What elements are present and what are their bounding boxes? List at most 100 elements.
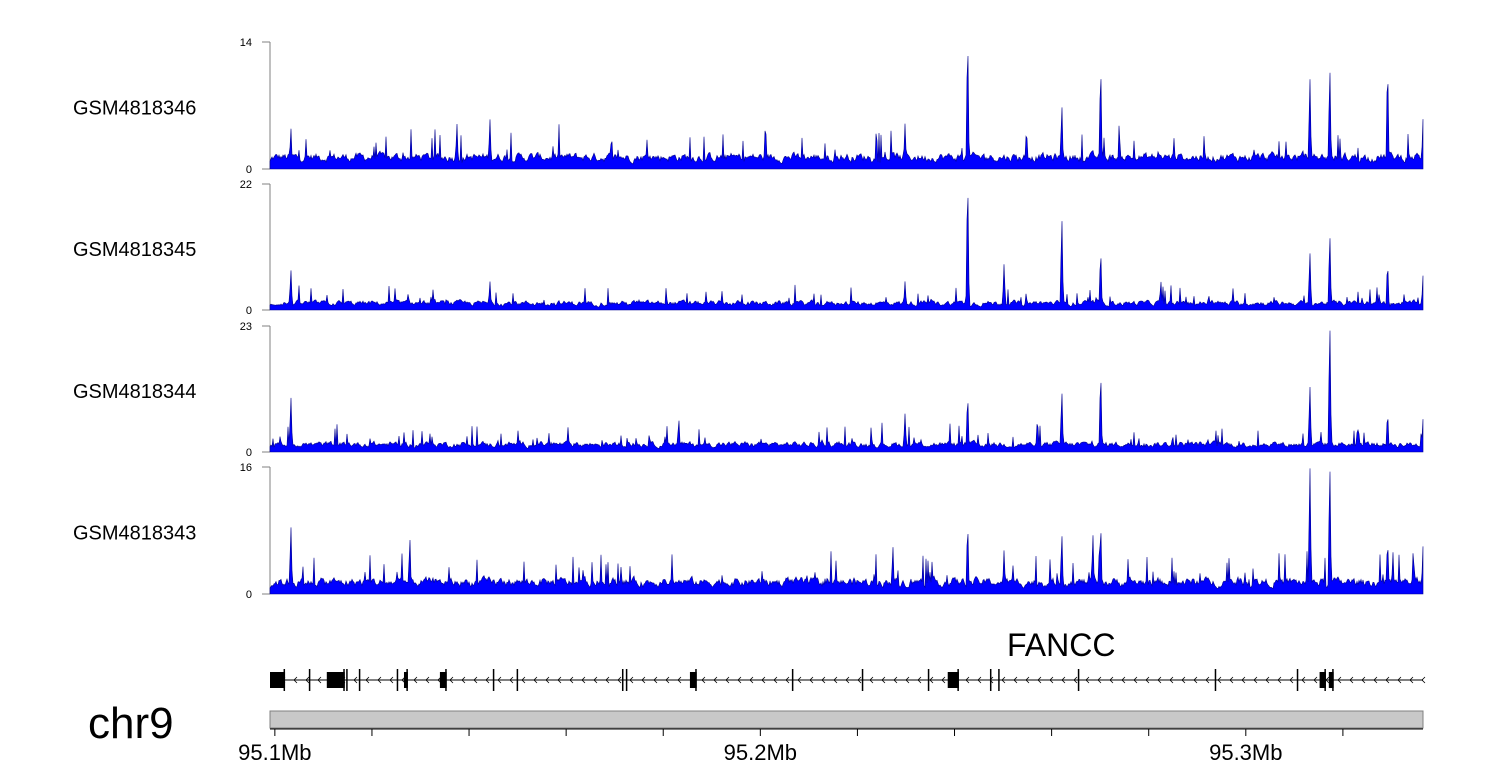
strand-arrow bbox=[929, 676, 934, 684]
strand-arrow bbox=[1361, 676, 1366, 684]
y-tick-label: 22 bbox=[240, 179, 252, 191]
strand-arrow bbox=[833, 676, 838, 684]
strand-arrow bbox=[665, 676, 670, 684]
signal-area bbox=[269, 468, 1424, 595]
ideogram-bar bbox=[269, 710, 1424, 729]
strand-arrow bbox=[569, 676, 574, 684]
exon bbox=[998, 669, 1000, 691]
strand-arrow bbox=[653, 676, 658, 684]
strand-arrow bbox=[497, 676, 502, 684]
exon bbox=[695, 669, 697, 691]
genome-axis: chr9 95.1Mb 95.2Mb 95.3Mb bbox=[88, 699, 1424, 765]
strand-arrow bbox=[1121, 676, 1126, 684]
strand-arrow bbox=[1349, 676, 1354, 684]
strand-arrow bbox=[773, 676, 778, 684]
strand-arrow bbox=[461, 676, 466, 684]
exon bbox=[957, 669, 959, 691]
exon bbox=[1214, 669, 1217, 691]
strand-arrow bbox=[965, 676, 970, 684]
strand-arrow bbox=[593, 676, 598, 684]
strand-arrow bbox=[353, 676, 358, 684]
exon bbox=[1296, 669, 1299, 691]
exon bbox=[689, 672, 697, 688]
gene-label: FANCC bbox=[1007, 627, 1115, 663]
exon bbox=[625, 669, 628, 691]
strand-arrow bbox=[1373, 676, 1378, 684]
track-gsm4818344: GSM4818344 23 0 bbox=[73, 321, 1424, 459]
strand-arrow bbox=[317, 676, 322, 684]
chromosome-label: chr9 bbox=[88, 699, 174, 748]
exon bbox=[947, 672, 959, 688]
exon bbox=[283, 669, 286, 691]
y-tick-label: 0 bbox=[246, 305, 252, 317]
strand-arrow bbox=[1205, 676, 1210, 684]
strand-arrow bbox=[797, 676, 802, 684]
strand-arrow bbox=[725, 676, 730, 684]
strand-arrow bbox=[905, 676, 910, 684]
strand-arrow bbox=[1169, 676, 1174, 684]
strand-arrow bbox=[701, 676, 706, 684]
strand-arrow bbox=[365, 676, 370, 684]
strand-arrow bbox=[389, 676, 394, 684]
strand-arrow bbox=[1397, 676, 1402, 684]
y-tick-label: 23 bbox=[240, 321, 252, 333]
exon bbox=[403, 672, 408, 688]
exon bbox=[1319, 672, 1326, 688]
exon bbox=[621, 669, 624, 691]
strand-arrow bbox=[1409, 676, 1414, 684]
strand-arrow bbox=[1241, 676, 1246, 684]
strand-arrow bbox=[1277, 676, 1282, 684]
strand-arrow bbox=[941, 676, 946, 684]
strand-arrow bbox=[749, 676, 754, 684]
y-tick-label: 0 bbox=[246, 447, 252, 459]
strand-arrow bbox=[617, 676, 622, 684]
strand-arrow bbox=[413, 676, 418, 684]
strand-arrow bbox=[641, 676, 646, 684]
strand-arrow bbox=[1109, 676, 1114, 684]
exon bbox=[308, 669, 311, 691]
exon bbox=[1324, 669, 1326, 691]
strand-arrow bbox=[449, 676, 454, 684]
signal-area bbox=[269, 197, 1424, 311]
strand-arrow bbox=[713, 676, 718, 684]
strand-arrow bbox=[1265, 676, 1270, 684]
strand-arrow bbox=[845, 676, 850, 684]
strand-arrow bbox=[809, 676, 814, 684]
strand-arrow bbox=[869, 676, 874, 684]
strand-arrow bbox=[473, 676, 478, 684]
exon bbox=[791, 669, 794, 691]
strand-arrow bbox=[1313, 676, 1318, 684]
strand-arrow bbox=[581, 676, 586, 684]
exon bbox=[346, 669, 348, 691]
track-label: GSM4818345 bbox=[73, 239, 196, 261]
axis-tick-label: 95.1Mb bbox=[238, 740, 311, 765]
strand-arrow bbox=[521, 676, 526, 684]
strand-arrow bbox=[377, 676, 382, 684]
exon bbox=[406, 669, 408, 691]
strand-arrow bbox=[1337, 676, 1342, 684]
strand-arrow bbox=[1085, 676, 1090, 684]
strand-arrow bbox=[605, 676, 610, 684]
strand-arrow bbox=[1421, 676, 1426, 684]
strand-arrow bbox=[1037, 676, 1042, 684]
strand-arrow bbox=[1001, 676, 1006, 684]
axis-tick-label: 95.2Mb bbox=[724, 740, 797, 765]
strand-arrow bbox=[305, 676, 310, 684]
signal-tracks: GSM4818346140GSM4818345220GSM4818344230G… bbox=[73, 37, 1424, 601]
signal-area bbox=[269, 55, 1424, 170]
strand-arrow bbox=[1073, 676, 1078, 684]
y-tick-label: 16 bbox=[240, 462, 252, 474]
y-tick-label: 14 bbox=[240, 37, 252, 49]
track-label: GSM4818343 bbox=[73, 523, 196, 545]
strand-arrow bbox=[677, 676, 682, 684]
track-gsm4818343: GSM4818343 16 0 bbox=[73, 462, 1424, 601]
strand-arrow bbox=[977, 676, 982, 684]
strand-arrow bbox=[1061, 676, 1066, 684]
strand-arrow bbox=[893, 676, 898, 684]
y-tick-label: 0 bbox=[246, 164, 252, 176]
strand-arrow bbox=[1013, 676, 1018, 684]
strand-arrow bbox=[857, 676, 862, 684]
track-gsm4818346: GSM4818346 14 0 bbox=[73, 37, 1424, 176]
